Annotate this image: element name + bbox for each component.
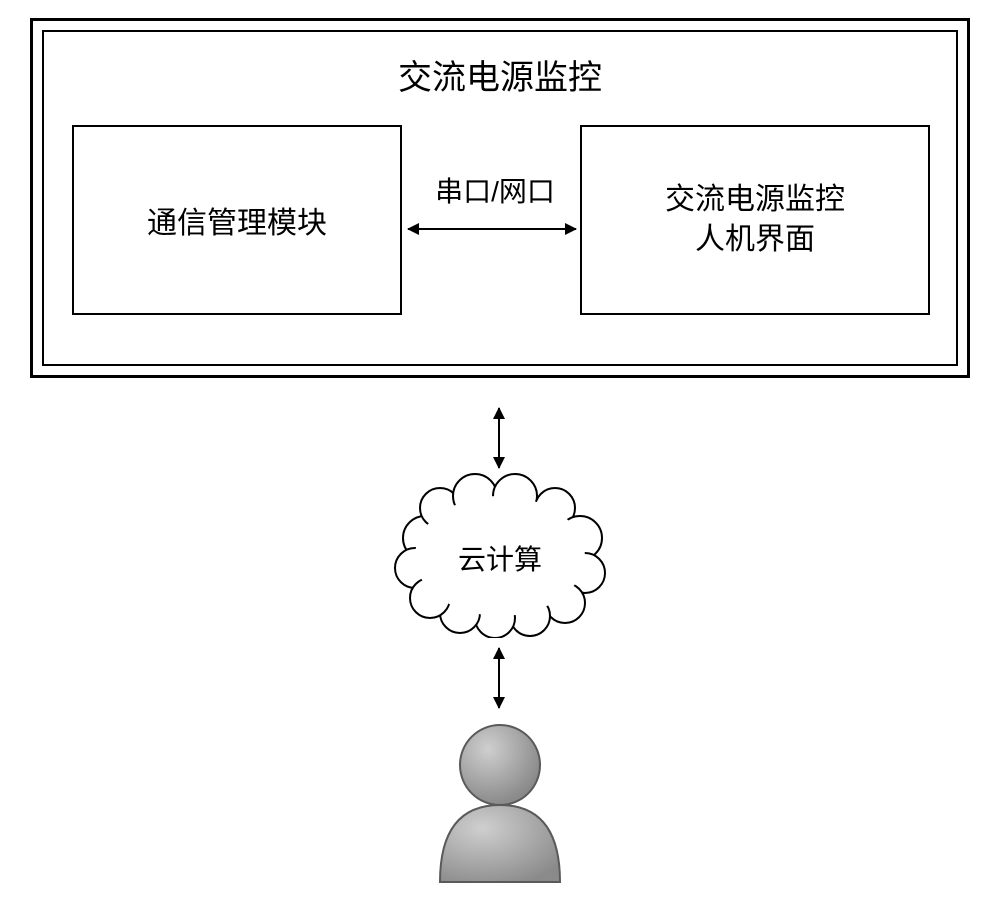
user-node bbox=[425, 710, 575, 885]
hmi-box: 交流电源监控 人机界面 bbox=[580, 125, 930, 315]
user-icon bbox=[425, 710, 575, 885]
horizontal-bidir-arrow bbox=[408, 228, 576, 230]
diagram-title: 交流电源监控 bbox=[340, 50, 660, 99]
serial-net-label: 串口/网口 bbox=[410, 170, 580, 210]
comm-mgmt-module-label: 通信管理模块 bbox=[147, 198, 327, 242]
hmi-label-line2: 人机界面 bbox=[665, 220, 845, 261]
cloud-node: 云计算 bbox=[385, 468, 615, 638]
cloud-label: 云计算 bbox=[385, 538, 615, 578]
vertical-arrow-bottom bbox=[498, 648, 500, 708]
vertical-arrow-top bbox=[498, 408, 500, 468]
hmi-label-line1: 交流电源监控 bbox=[665, 180, 845, 221]
comm-mgmt-module-box: 通信管理模块 bbox=[72, 125, 402, 315]
